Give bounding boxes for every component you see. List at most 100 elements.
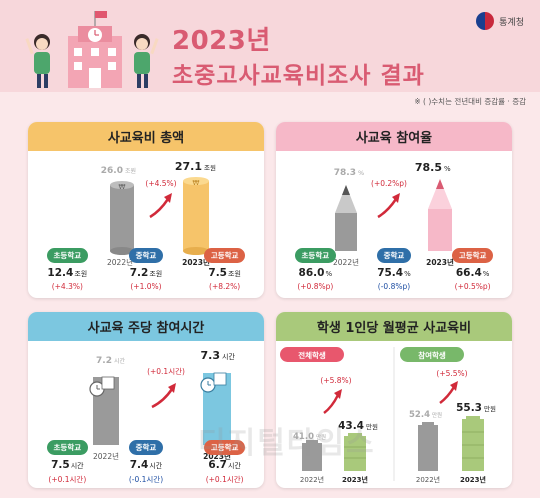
hours-visual: 7.2 시간 2022년 (+0.1시간) 7.3 시간 2023년 (89, 349, 235, 461)
change-label: (+4.5%) (145, 179, 176, 188)
curr-value: 7.3 (201, 349, 221, 362)
school-illustration (25, 11, 159, 88)
prev-unit: 만원 (316, 433, 326, 441)
increase-arrow-icon (439, 386, 456, 404)
curr-year: 2023년 (460, 475, 486, 484)
pill-high: 고등학교 (203, 440, 246, 455)
school-level-elementary: 초등학교 12.4조원 (+4.3%) (32, 248, 102, 291)
curr-year: 2023년 (426, 257, 454, 267)
increase-arrow-icon (149, 198, 170, 219)
school-level-middle: 중학교 7.2조원 (+1.0%) (111, 248, 181, 291)
participation-visual: 78.3 % 2022년 (+0.2%p) 78.5 % 2023년 (333, 161, 454, 267)
prev-year: 2022년 (416, 475, 440, 484)
pill-middle: 중학교 (376, 248, 412, 263)
pill-all-students (280, 347, 344, 362)
curr-value: 27.1 (175, 160, 202, 173)
card-title: 사교육 주당 참여시간 (28, 312, 264, 341)
pill-high: 고등학교 (203, 248, 246, 263)
change-text: (+0.1시간) (48, 475, 87, 484)
curr-value: 55.3 (456, 402, 482, 414)
change-text: (-0.1시간) (128, 475, 164, 484)
prev-unit: % (358, 169, 364, 177)
curr-year: 2023년 (182, 257, 210, 267)
increase-arrow-icon (377, 198, 398, 219)
curr-value: 43.4 (338, 420, 364, 432)
battery-icon-gray (302, 440, 322, 471)
change-label: (+0.1시간) (147, 366, 185, 376)
coin-stack-icon-gray: ₩ (110, 181, 134, 255)
prev-value: 26.0 (101, 166, 123, 176)
card-title: 사교육 참여율 (276, 122, 512, 151)
pill-participating-students (400, 347, 464, 362)
pill-elementary: 초등학교 (46, 440, 89, 455)
taegeuk-logo-icon (476, 12, 495, 30)
pencil-icon-gray (335, 185, 357, 251)
prev-year: 2022년 (107, 257, 133, 267)
coin-stack-icon-yellow: ₩ (183, 177, 209, 255)
change-text: (+1.0%) (130, 282, 162, 291)
pill-high: 고등학교 (451, 248, 494, 263)
pill-elementary: 초등학교 (294, 248, 337, 263)
footnote: ※ ( )수치는 전년대비 증감률 · 증감 (414, 97, 526, 106)
curr-unit: 조원 (204, 163, 216, 172)
prev-unit: 만원 (432, 411, 442, 419)
curr-unit: 만원 (484, 404, 496, 413)
change-label: (+5.5%) (436, 369, 467, 378)
pill-middle: 중학교 (128, 248, 164, 263)
prev-year: 2022년 (93, 451, 119, 461)
change-label: (+0.2%p) (371, 179, 407, 188)
curr-unit: 만원 (366, 422, 378, 431)
pencil-icon-pink (428, 179, 452, 251)
prev-value: 7.2 (96, 356, 112, 366)
per-student-visual: 전체학생 (+5.8%) 41.0 만원 2022년 43.4 만원 2023년… (280, 347, 496, 484)
school-level-high: 고등학교 7.5조원 (+8.2%) (190, 248, 260, 291)
card-per-student-monthly: 학생 1인당 월평균 사교육비 전체학생 (+5.8%) 41.0 만원 202… (276, 312, 512, 488)
change-text: (+0.5%p) (454, 282, 491, 291)
school-level-elementary: 초등학교 86.0% (+0.8%p) (280, 248, 350, 291)
watermark: 디지털타임스 (198, 426, 376, 461)
change-label: (+5.8%) (320, 376, 351, 385)
battery-icon-gray (418, 422, 438, 471)
school-level-elementary: 초등학교 7.5시간 (+0.1시간) (32, 440, 102, 485)
prev-year: 2022년 (333, 257, 359, 267)
card-participation-rate: 사교육 참여율 78.3 % 2022년 (+0.2%p) 78.5 % 202… (276, 122, 512, 298)
clock-bar-icon-gray (89, 376, 119, 445)
school-level-high: 고등학교 66.4% (+0.5%p) (438, 248, 508, 291)
change-text: (+0.8%p) (297, 282, 334, 291)
prev-unit: 조원 (125, 167, 136, 175)
prev-unit: 시간 (114, 357, 126, 365)
page-title: 초중고사교육비조사 결과 (172, 63, 425, 89)
curr-unit: % (444, 165, 451, 173)
prev-value: 78.3 (334, 168, 356, 178)
card-title: 사교육비 총액 (28, 122, 264, 151)
group-label: 참여학생 (418, 350, 446, 360)
card-title: 학생 1인당 월평균 사교육비 (276, 312, 512, 341)
curr-year: 2023년 (342, 475, 368, 484)
prev-value: 41.0 (293, 432, 314, 442)
prev-value: 52.4 (409, 410, 430, 420)
pill-middle: 중학교 (128, 440, 164, 455)
school-level-list: 초등학교 12.4조원 (+4.3%) 중학교 7.2조원 (+1.0%) 고등… (28, 248, 264, 291)
title-year: 2023년 (172, 26, 271, 56)
svg-text:₩: ₩ (193, 179, 200, 187)
card-total-expenditure: 사교육비 총액 26.0 조원 ₩ 2022년 (+4.5%) 27.1 조원 … (28, 122, 264, 298)
change-text: (-0.8%p) (377, 282, 411, 291)
school-level-high: 고등학교 6.7시간 (+0.1시간) (190, 440, 260, 485)
card-weekly-hours: 사교육 주당 참여시간 7.2 시간 2022년 (+0.1시간) 7.3 시간… (28, 312, 264, 488)
change-text: (+0.1시간) (205, 475, 244, 484)
school-level-list: 초등학교 86.0% (+0.8%p) 중학교 75.4% (-0.8%p) 고… (276, 248, 512, 291)
expenditure-visual: 26.0 조원 ₩ 2022년 (+4.5%) 27.1 조원 ₩ 2023년 (101, 160, 216, 267)
group-label: 전체학생 (298, 350, 326, 360)
pill-elementary: 초등학교 (46, 248, 89, 263)
prev-year: 2022년 (300, 475, 324, 484)
org-name: 통계청 (499, 17, 524, 28)
school-level-list: 초등학교 7.5시간 (+0.1시간) 중학교 7.4시간 (-0.1시간) 고… (28, 440, 264, 485)
battery-icon-green (462, 416, 484, 471)
increase-arrow-icon (151, 388, 174, 409)
change-text: (+4.3%) (51, 282, 83, 291)
curr-value: 78.5 (415, 161, 442, 174)
change-text: (+8.2%) (209, 282, 241, 291)
curr-year: 2023년 (203, 451, 231, 461)
increase-arrow-icon (323, 394, 340, 414)
curr-unit: 시간 (222, 352, 235, 361)
